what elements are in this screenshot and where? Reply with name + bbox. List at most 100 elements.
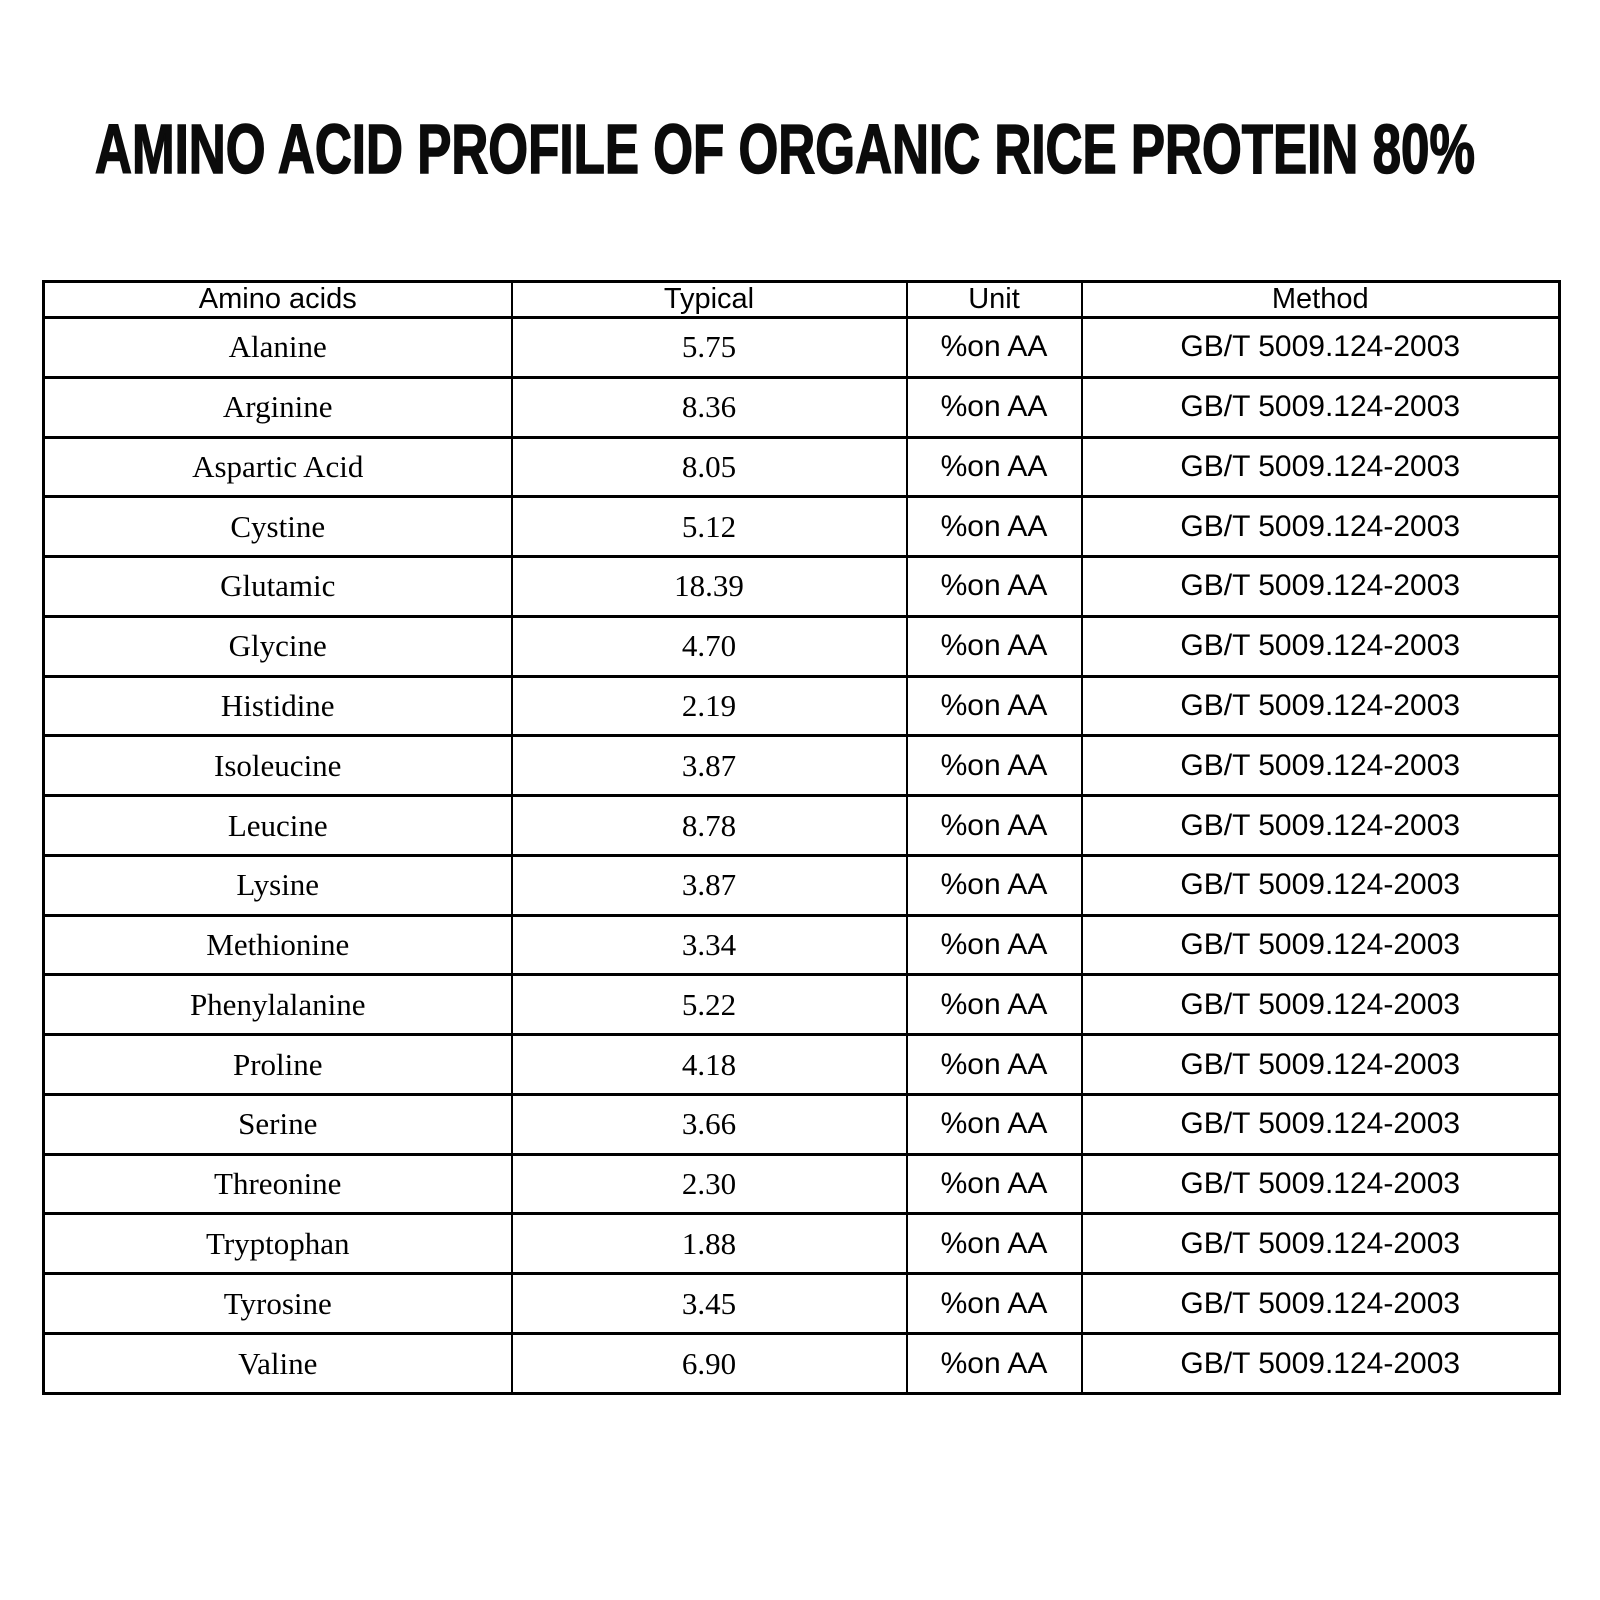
amino-acid-name-cell: Histidine xyxy=(42,674,513,738)
method-cell: GB/T 5009.124-2003 xyxy=(1080,1033,1561,1096)
method-cell: GB/T 5009.124-2003 xyxy=(1080,316,1561,379)
method-cell: GB/T 5009.124-2003 xyxy=(1080,913,1561,977)
typical-value-cell: 8.05 xyxy=(510,435,908,499)
typical-value-cell: 2.30 xyxy=(510,1152,908,1216)
amino-acid-table: Amino acids Typical Unit Method Alanine … xyxy=(42,280,1561,1395)
amino-acid-name-cell: Threonine xyxy=(42,1152,513,1216)
typical-value-cell: 6.90 xyxy=(510,1332,908,1395)
typical-value-cell: 5.22 xyxy=(510,973,908,1037)
typical-value-cell: 3.87 xyxy=(510,853,908,917)
unit-cell: %on AA xyxy=(905,1092,1083,1156)
table-row: Cystine 5.12 %on AA GB/T 5009.124-2003 xyxy=(42,495,1561,559)
unit-cell: %on AA xyxy=(905,1152,1083,1216)
header-row: Amino acids Typical Unit Method xyxy=(42,280,1561,319)
method-cell: GB/T 5009.124-2003 xyxy=(1080,1092,1561,1156)
table-row: Alanine 5.75 %on AA GB/T 5009.124-2003 xyxy=(42,316,1561,379)
table-row: Phenylalanine 5.22 %on AA GB/T 5009.124-… xyxy=(42,973,1561,1037)
unit-cell: %on AA xyxy=(905,1212,1083,1276)
table-row: Leucine 8.78 %on AA GB/T 5009.124-2003 xyxy=(42,794,1561,857)
amino-acid-name-cell: Lysine xyxy=(42,853,513,917)
typical-value-cell: 18.39 xyxy=(510,555,908,618)
unit-cell: %on AA xyxy=(905,614,1083,678)
table-row: Lysine 3.87 %on AA GB/T 5009.124-2003 xyxy=(42,853,1561,917)
amino-acid-name-cell: Valine xyxy=(42,1332,513,1395)
unit-cell: %on AA xyxy=(905,316,1083,379)
unit-cell: %on AA xyxy=(905,1332,1083,1395)
amino-acid-name-cell: Glycine xyxy=(42,614,513,678)
table-row: Glycine 4.70 %on AA GB/T 5009.124-2003 xyxy=(42,614,1561,678)
typical-value-cell: 4.18 xyxy=(510,1033,908,1096)
table-row: Threonine 2.30 %on AA GB/T 5009.124-2003 xyxy=(42,1152,1561,1216)
unit-cell: %on AA xyxy=(905,674,1083,738)
amino-acid-name-cell: Serine xyxy=(42,1092,513,1156)
method-cell: GB/T 5009.124-2003 xyxy=(1080,1212,1561,1276)
unit-cell: %on AA xyxy=(905,495,1083,559)
table-row: Valine 6.90 %on AA GB/T 5009.124-2003 xyxy=(42,1332,1561,1395)
method-cell: GB/T 5009.124-2003 xyxy=(1080,1152,1561,1216)
typical-value-cell: 3.87 xyxy=(510,734,908,798)
typical-value-cell: 3.66 xyxy=(510,1092,908,1156)
table-row: Tryptophan 1.88 %on AA GB/T 5009.124-200… xyxy=(42,1212,1561,1276)
amino-acid-name-cell: Tyrosine xyxy=(42,1272,513,1336)
table-row: Glutamic 18.39 %on AA GB/T 5009.124-2003 xyxy=(42,555,1561,618)
amino-acid-name-cell: Cystine xyxy=(42,495,513,559)
unit-cell: %on AA xyxy=(905,853,1083,917)
table-body: Alanine 5.75 %on AA GB/T 5009.124-2003 A… xyxy=(42,316,1561,1395)
method-cell: GB/T 5009.124-2003 xyxy=(1080,375,1561,439)
method-cell: GB/T 5009.124-2003 xyxy=(1080,794,1561,857)
typical-value-cell: 3.34 xyxy=(510,913,908,977)
typical-value-cell: 1.88 xyxy=(510,1212,908,1276)
method-cell: GB/T 5009.124-2003 xyxy=(1080,614,1561,678)
method-cell: GB/T 5009.124-2003 xyxy=(1080,495,1561,559)
table-row: Arginine 8.36 %on AA GB/T 5009.124-2003 xyxy=(42,375,1561,439)
method-cell: GB/T 5009.124-2003 xyxy=(1080,734,1561,798)
method-cell: GB/T 5009.124-2003 xyxy=(1080,435,1561,499)
method-cell: GB/T 5009.124-2003 xyxy=(1080,555,1561,618)
unit-cell: %on AA xyxy=(905,1033,1083,1096)
amino-acid-name-cell: Isoleucine xyxy=(42,734,513,798)
typical-value-cell: 8.36 xyxy=(510,375,908,439)
page-title: AMINO ACID PROFILE OF ORGANIC RICE PROTE… xyxy=(95,110,1475,188)
typical-value-cell: 3.45 xyxy=(510,1272,908,1336)
typical-value-cell: 4.70 xyxy=(510,614,908,678)
table-row: Tyrosine 3.45 %on AA GB/T 5009.124-2003 xyxy=(42,1272,1561,1336)
method-cell: GB/T 5009.124-2003 xyxy=(1080,973,1561,1037)
unit-cell: %on AA xyxy=(905,375,1083,439)
table-row: Histidine 2.19 %on AA GB/T 5009.124-2003 xyxy=(42,674,1561,738)
col-header-unit: Unit xyxy=(905,280,1083,319)
title-banner: AMINO ACID PROFILE OF ORGANIC RICE PROTE… xyxy=(94,109,1476,189)
col-header-method: Method xyxy=(1080,280,1561,319)
typical-value-cell: 5.12 xyxy=(510,495,908,559)
amino-acid-name-cell: Methionine xyxy=(42,913,513,977)
typical-value-cell: 8.78 xyxy=(510,794,908,857)
amino-acid-name-cell: Tryptophan xyxy=(42,1212,513,1276)
unit-cell: %on AA xyxy=(905,734,1083,798)
table-row: Methionine 3.34 %on AA GB/T 5009.124-200… xyxy=(42,913,1561,977)
amino-acid-name-cell: Aspartic Acid xyxy=(42,435,513,499)
method-cell: GB/T 5009.124-2003 xyxy=(1080,1272,1561,1336)
table-row: Serine 3.66 %on AA GB/T 5009.124-2003 xyxy=(42,1092,1561,1156)
typical-value-cell: 2.19 xyxy=(510,674,908,738)
unit-cell: %on AA xyxy=(905,973,1083,1037)
col-header-typical: Typical xyxy=(510,280,908,319)
method-cell: GB/T 5009.124-2003 xyxy=(1080,674,1561,738)
amino-acid-table-container: Amino acids Typical Unit Method Alanine … xyxy=(42,280,1561,1395)
amino-acid-name-cell: Glutamic xyxy=(42,555,513,618)
unit-cell: %on AA xyxy=(905,794,1083,857)
amino-acid-name-cell: Leucine xyxy=(42,794,513,857)
typical-value-cell: 5.75 xyxy=(510,316,908,379)
table-row: Proline 4.18 %on AA GB/T 5009.124-2003 xyxy=(42,1033,1561,1096)
amino-acid-name-cell: Phenylalanine xyxy=(42,973,513,1037)
method-cell: GB/T 5009.124-2003 xyxy=(1080,1332,1561,1395)
table-row: Aspartic Acid 8.05 %on AA GB/T 5009.124-… xyxy=(42,435,1561,499)
unit-cell: %on AA xyxy=(905,555,1083,618)
method-cell: GB/T 5009.124-2003 xyxy=(1080,853,1561,917)
table-row: Isoleucine 3.87 %on AA GB/T 5009.124-200… xyxy=(42,734,1561,798)
unit-cell: %on AA xyxy=(905,913,1083,977)
unit-cell: %on AA xyxy=(905,435,1083,499)
amino-acid-name-cell: Arginine xyxy=(42,375,513,439)
col-header-amino-acids: Amino acids xyxy=(42,280,513,319)
amino-acid-name-cell: Alanine xyxy=(42,316,513,379)
amino-acid-name-cell: Proline xyxy=(42,1033,513,1096)
unit-cell: %on AA xyxy=(905,1272,1083,1336)
